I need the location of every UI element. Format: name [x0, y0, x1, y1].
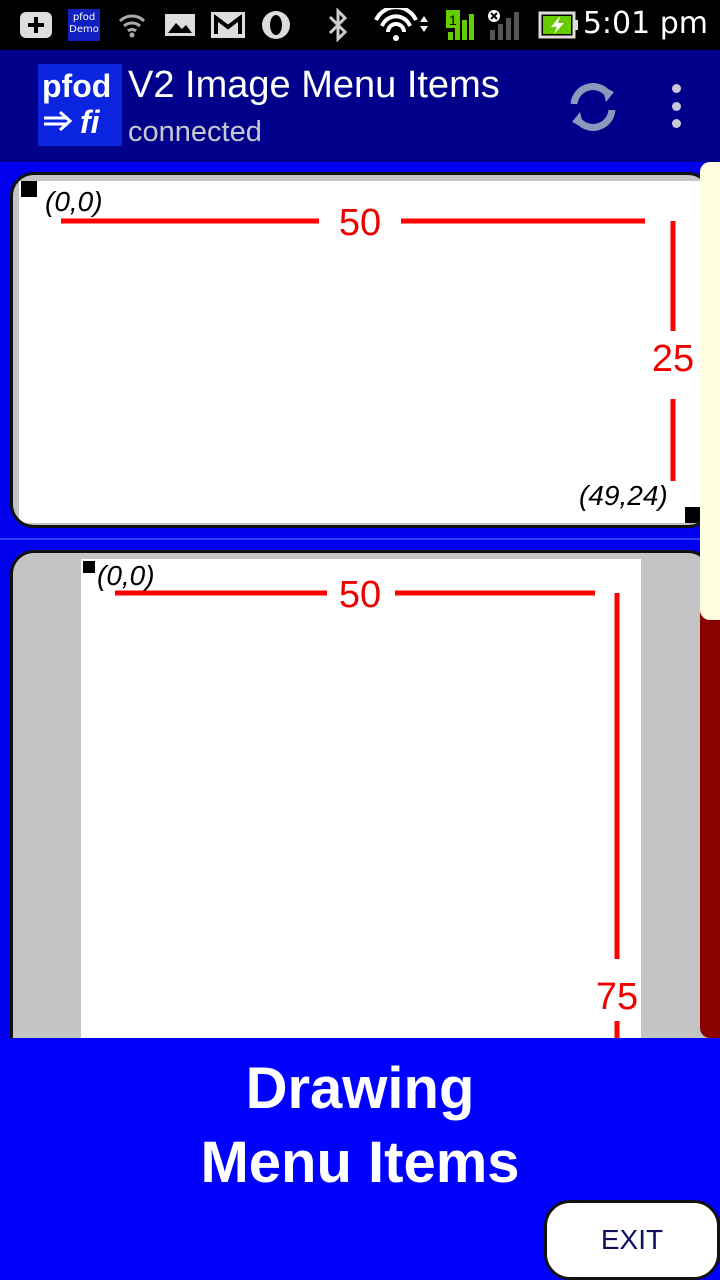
svg-text:1: 1	[449, 12, 457, 28]
image-icon	[164, 8, 196, 42]
width-label: 50	[339, 202, 381, 244]
app-title: V2 Image Menu Items	[128, 64, 500, 106]
app-logo: pfod fi	[38, 64, 122, 146]
app-logo-text-top: pfod	[42, 68, 112, 104]
menu-list[interactable]: (0,0) (49,24) 50 25 (0,0) 50 75	[0, 162, 720, 1038]
scrollbar-thumb[interactable]	[700, 162, 720, 620]
drawing-canvas-2: (0,0) 50 75	[81, 559, 641, 1038]
exit-button[interactable]: EXIT	[544, 1200, 720, 1280]
divider	[0, 538, 700, 540]
plus-notification-icon	[18, 8, 54, 42]
opera-icon	[260, 8, 292, 42]
height-label: 75	[596, 976, 638, 1018]
origin-label: (0,0)	[45, 186, 103, 217]
refresh-icon[interactable]	[566, 80, 620, 134]
app-bar: pfod fi V2 Image Menu Items connected	[0, 50, 720, 162]
wifi-icon	[374, 8, 430, 42]
origin-marker	[83, 561, 95, 573]
pfod-demo-icon: pfod Demo	[68, 9, 100, 41]
width-label: 50	[339, 574, 381, 616]
status-bar: pfod Demo 1 5:01 pm	[0, 0, 720, 50]
drawing-canvas-1: (0,0) (49,24) 50 25	[19, 181, 703, 523]
image-menu-item-1[interactable]: (0,0) (49,24) 50 25	[10, 172, 712, 528]
gmail-icon	[210, 8, 246, 42]
prompt-line-2: Menu Items	[200, 1130, 520, 1195]
clock: 5:01 pm	[582, 6, 708, 41]
overflow-menu-icon[interactable]	[662, 84, 690, 128]
prompt-line-1: Drawing	[245, 1056, 475, 1121]
connection-status: connected	[128, 116, 262, 148]
origin-label: (0,0)	[97, 560, 155, 591]
wifi-weak-icon	[118, 8, 146, 42]
pfod-demo-icon-line1: pfod	[72, 12, 96, 23]
arrow-icon	[44, 110, 73, 132]
corner-marker	[685, 507, 703, 523]
bluetooth-icon	[326, 8, 350, 42]
app-logo-text-bottom: fi	[80, 104, 100, 140]
prompt-area: Drawing Menu Items EXIT	[0, 1038, 720, 1280]
height-label: 25	[652, 338, 694, 380]
signal-icon: 1	[444, 8, 522, 42]
origin-marker	[21, 181, 37, 197]
corner-label: (49,24)	[579, 480, 668, 511]
prompt-text: Drawing Menu Items	[0, 1052, 720, 1200]
pfod-demo-icon-line2: Demo	[69, 24, 99, 35]
battery-charging-icon	[538, 8, 580, 42]
image-menu-item-2[interactable]: (0,0) 50 75	[10, 550, 712, 1038]
